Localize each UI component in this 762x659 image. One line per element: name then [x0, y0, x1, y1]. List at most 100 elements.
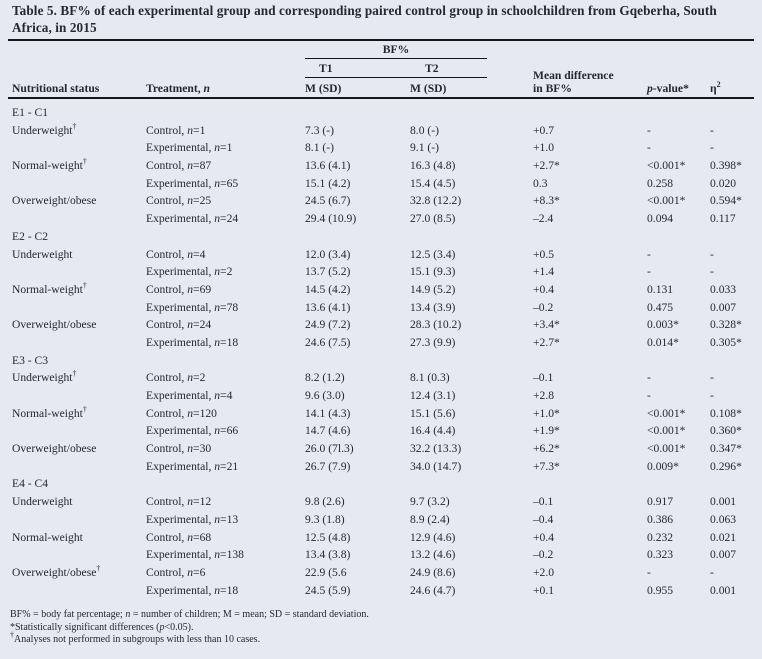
cell-treatment: Experimental, n=78: [146, 300, 239, 314]
cell-t1-m-sd: 24.9 (7.2): [305, 318, 351, 332]
cell-mean-difference: +1.4: [533, 265, 555, 279]
cell-p-value: <0.001*: [647, 442, 686, 456]
cell-mean-difference: +8.3*: [533, 194, 560, 208]
cell-eta-squared: -: [710, 389, 714, 402]
t2-msd-header: M (SD): [410, 81, 447, 95]
timepoint-header-row: T1 T2: [305, 62, 487, 78]
cell-eta-squared: -: [710, 247, 714, 261]
table-row: Experimental, n=66 14.7 (4.6) 16.4 (4.4) +1…: [8, 422, 754, 440]
cell-t2-m-sd: 8.0 (-): [410, 123, 439, 137]
cell-t2-m-sd: 32.8 (12.2): [410, 194, 462, 208]
cell-t1-m-sd: 24.5 (5.9): [305, 583, 351, 597]
cell-treatment: Control, n=12: [146, 495, 212, 509]
cell-t2-m-sd: 9.7 (3.2): [410, 495, 450, 509]
footnote-line: †Analyses not performed in subgroups wit…: [10, 630, 261, 646]
cell-nutritional-status: Overweight/obese†: [12, 564, 101, 579]
cell-nutritional-status: Underweight: [12, 495, 73, 509]
cell-treatment: Control, n=2: [146, 371, 206, 385]
cell-treatment: Experimental, n=21: [146, 459, 239, 473]
cell-p-value: 0.323: [647, 548, 674, 562]
cell-p-value: -: [647, 389, 651, 402]
cell-mean-difference: +7.3*: [533, 459, 560, 473]
p-value-header: p-value*: [647, 81, 689, 95]
section-label: E2 - C2: [12, 229, 49, 243]
cell-t1-m-sd: 14.7 (4.6): [305, 424, 351, 438]
footnote-line: BF% = body fat percentage; n = number of…: [10, 609, 369, 621]
cell-nutritional-status: Normal-weight†: [12, 281, 87, 296]
cell-eta-squared: 0.328*: [710, 318, 742, 332]
cell-eta-squared: 0.007: [710, 300, 737, 314]
cell-p-value: 0.917: [647, 495, 674, 509]
table-row: Experimental, n=18 24.5 (5.9) 24.6 (4.7) +0…: [8, 582, 754, 600]
cell-p-value: -: [647, 247, 651, 261]
cell-t1-m-sd: 29.4 (10.9): [305, 212, 357, 226]
cell-eta-squared: 0.347*: [710, 442, 742, 456]
cell-mean-difference: +1.9*: [533, 424, 560, 438]
cell-t2-m-sd: 15.1 (5.6): [410, 406, 456, 420]
cell-p-value: 0.094: [647, 212, 674, 226]
cell-eta-squared: 0.296*: [710, 459, 742, 473]
cell-t2-m-sd: 15.4 (4.5): [410, 176, 456, 190]
cell-p-value: 0.475: [647, 300, 674, 314]
cell-t2-m-sd: 12.9 (4.6): [410, 530, 456, 544]
cell-eta-squared: -: [710, 123, 714, 137]
cell-eta-squared: -: [710, 565, 714, 579]
cell-p-value: 0.386: [647, 512, 674, 526]
cell-t1-m-sd: 12.5 (4.8): [305, 530, 351, 544]
cell-eta-squared: 0.007: [710, 548, 737, 562]
cell-nutritional-status: Normal-weight†: [12, 157, 87, 173]
bf-percent-spanner-header: BF%: [305, 43, 487, 59]
table-row: Normal-weight Control, n=68 12.5 (4.8) 12.9…: [8, 529, 754, 547]
cell-eta-squared: 0.033: [710, 282, 737, 296]
cell-p-value: 0.009*: [647, 459, 679, 473]
cell-t2-m-sd: 16.4 (4.4): [410, 424, 456, 438]
cell-eta-squared: 0.020: [710, 176, 737, 190]
cell-p-value: -: [647, 371, 651, 385]
cell-p-value: -: [647, 265, 651, 279]
cell-eta-squared: 0.117: [710, 212, 736, 226]
cell-mean-difference: +0.7: [533, 123, 555, 137]
table-row: Normal-weight† Control, n=120 14.1 (4.3) 15…: [8, 405, 754, 423]
cell-treatment: Experimental, n=138: [146, 548, 244, 562]
cell-t2-m-sd: 9.1 (-): [410, 141, 439, 155]
nutritional-status-header: Nutritional status: [12, 81, 100, 95]
cell-p-value: <0.001*: [647, 424, 686, 438]
cell-mean-difference: –2.4: [533, 212, 554, 226]
cell-nutritional-status: Underweight†: [12, 369, 77, 385]
cell-eta-squared: 0.594*: [710, 194, 742, 208]
table-row: Underweight Control, n=4 12.0 (3.4) 12.5 (3…: [8, 246, 754, 264]
cell-treatment: Control, n=24: [146, 318, 212, 332]
section-label: E3 - C3: [12, 353, 49, 367]
cell-t1-m-sd: 24.5 (6.7): [305, 194, 351, 208]
cell-treatment: Control, n=87: [146, 159, 212, 173]
t1-column-header: T1: [319, 62, 333, 75]
table-row: Experimental, n=2 13.7 (5.2) 15.1 (9.3) +1.…: [8, 263, 754, 281]
mean-difference-header: Mean difference in BF%: [533, 69, 614, 95]
table-body: E1 - C1 Underweight† Control, n=1 7.3 (-) 8.…: [8, 99, 754, 599]
cell-treatment: Experimental, n=24: [146, 212, 239, 226]
section-label: E4 - C4: [12, 477, 49, 491]
cell-t2-m-sd: 27.0 (8.5): [410, 212, 456, 226]
table-row: Overweight/obese Control, n=25 24.5 (6.7) 3…: [8, 192, 754, 210]
cell-treatment: Experimental, n=66: [146, 424, 239, 438]
cell-treatment: Control, n=4: [146, 247, 206, 261]
table-row: Underweight† Control, n=2 8.2 (1.2) 8.1 (0.…: [8, 369, 754, 387]
cell-t2-m-sd: 13.2 (4.6): [410, 548, 456, 562]
cell-eta-squared: 0.021: [710, 530, 737, 544]
cell-t1-m-sd: 26.0 (7l.3): [305, 442, 354, 456]
table-row: Normal-weight† Control, n=69 14.5 (4.2) 14.…: [8, 281, 754, 299]
cell-treatment: Control, n=68: [146, 530, 212, 544]
cell-p-value: 0.014*: [647, 335, 679, 349]
cell-treatment: Control, n=6: [146, 565, 206, 579]
cell-mean-difference: +2.7*: [533, 159, 560, 173]
t1-msd-header: M (SD): [305, 81, 342, 95]
cell-treatment: Experimental, n=4: [146, 389, 233, 402]
cell-mean-difference: +0.4: [533, 530, 555, 544]
cell-mean-difference: –0.2: [533, 548, 554, 562]
cell-eta-squared: 0.360*: [710, 424, 742, 438]
cell-mean-difference: –0.1: [533, 495, 554, 509]
table-row: Experimental, n=18 24.6 (7.5) 27.3 (9.9) +2…: [8, 334, 754, 352]
cell-eta-squared: 0.063: [710, 512, 737, 526]
cell-mean-difference: +0.1: [533, 583, 555, 597]
